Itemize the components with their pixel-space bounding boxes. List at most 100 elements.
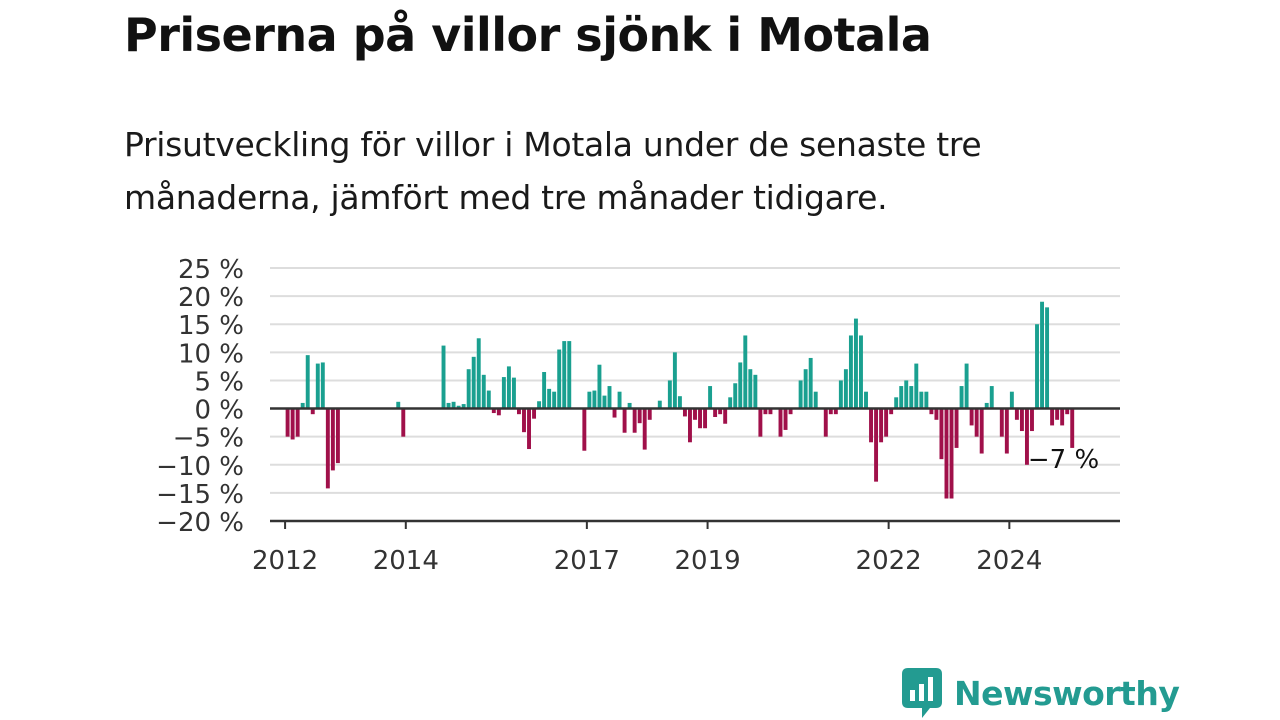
y-axis-tick-labels: 25 %20 %15 %10 %5 %0 %−5 %−10 %−15 %−20 … — [156, 255, 244, 538]
bar — [471, 356, 476, 409]
x-axis-tick-labels: 2012 2014 2017 2019 2022 2024 — [252, 546, 1042, 576]
bar — [959, 386, 964, 409]
bar — [587, 391, 592, 409]
bar — [617, 391, 622, 409]
bar — [838, 380, 843, 409]
bar — [904, 380, 909, 409]
bar — [989, 386, 994, 409]
bar — [632, 408, 637, 433]
y-tick-label: −10 % — [156, 452, 244, 482]
bar — [823, 408, 828, 437]
bar — [753, 374, 758, 409]
bar — [672, 352, 677, 409]
bar — [1014, 408, 1019, 420]
x-tick-label: 2022 — [856, 546, 922, 576]
bar — [798, 380, 803, 409]
bar — [708, 386, 713, 409]
chart-subtitle: Prisutveckling för villor i Motala under… — [124, 125, 982, 217]
y-tick-label: 10 % — [178, 339, 244, 369]
bar — [657, 400, 662, 409]
x-tick-label: 2012 — [252, 546, 318, 576]
bar — [612, 408, 617, 418]
bar — [602, 395, 607, 409]
bar — [552, 391, 557, 409]
bar — [335, 408, 340, 464]
gridlines — [270, 267, 1120, 494]
bar — [446, 402, 451, 409]
last-value-annotation: −7 % — [1028, 445, 1099, 475]
bar — [476, 338, 481, 409]
bar — [803, 369, 808, 409]
bar — [924, 391, 929, 409]
bar — [320, 362, 325, 409]
bar — [315, 363, 320, 409]
bar — [889, 408, 894, 415]
chart-title: Priserna på villor sjönk i Motala — [124, 8, 932, 62]
bar — [783, 408, 788, 430]
bar — [884, 408, 889, 437]
newsworthy-logo-icon — [902, 668, 942, 718]
bar — [733, 383, 738, 409]
bar — [728, 397, 733, 409]
bar — [290, 408, 295, 440]
bar — [1045, 307, 1050, 409]
bar — [456, 405, 461, 409]
bar — [1019, 408, 1024, 432]
bar — [1035, 324, 1039, 409]
bar — [828, 408, 833, 415]
bar — [557, 349, 562, 409]
bar — [330, 408, 335, 471]
bar — [451, 401, 456, 409]
axes — [270, 407, 1120, 529]
bar — [642, 408, 647, 450]
bar — [1060, 408, 1065, 426]
bars — [285, 301, 1075, 499]
bar — [592, 390, 597, 409]
y-tick-label: 5 % — [194, 367, 244, 397]
y-tick-label: 15 % — [178, 311, 244, 341]
bar — [622, 408, 627, 433]
bar — [999, 408, 1004, 437]
bar — [285, 408, 290, 437]
bar — [466, 369, 471, 409]
bar — [738, 362, 743, 409]
bar — [517, 408, 521, 415]
bar — [899, 386, 904, 409]
bar — [295, 408, 300, 437]
bar — [914, 363, 919, 409]
bar — [396, 401, 401, 409]
bar — [1055, 408, 1060, 420]
bar — [562, 341, 567, 409]
bar — [310, 408, 315, 415]
bar — [1030, 408, 1034, 432]
bar — [718, 408, 723, 415]
bar — [441, 345, 446, 409]
bar — [522, 408, 526, 433]
bar — [939, 408, 944, 460]
bar — [461, 404, 466, 409]
bar — [768, 408, 773, 415]
bar — [597, 364, 602, 409]
bar — [788, 408, 793, 415]
bar — [607, 386, 612, 409]
bar — [703, 408, 708, 429]
bar — [778, 408, 783, 437]
bar — [864, 391, 868, 409]
bar — [537, 401, 542, 409]
bar — [486, 390, 491, 409]
bar — [1040, 301, 1045, 409]
bar — [688, 408, 692, 443]
y-tick-label: 20 % — [178, 283, 244, 313]
bar — [909, 386, 914, 409]
bar — [567, 341, 572, 409]
bar — [743, 335, 748, 409]
bar — [748, 369, 753, 409]
bar — [874, 408, 879, 482]
bar — [894, 397, 899, 409]
bar — [1065, 408, 1070, 415]
x-tick-label: 2019 — [674, 546, 740, 576]
bar — [869, 408, 873, 443]
bar — [627, 402, 632, 409]
bar — [944, 408, 949, 499]
bar — [859, 335, 863, 409]
